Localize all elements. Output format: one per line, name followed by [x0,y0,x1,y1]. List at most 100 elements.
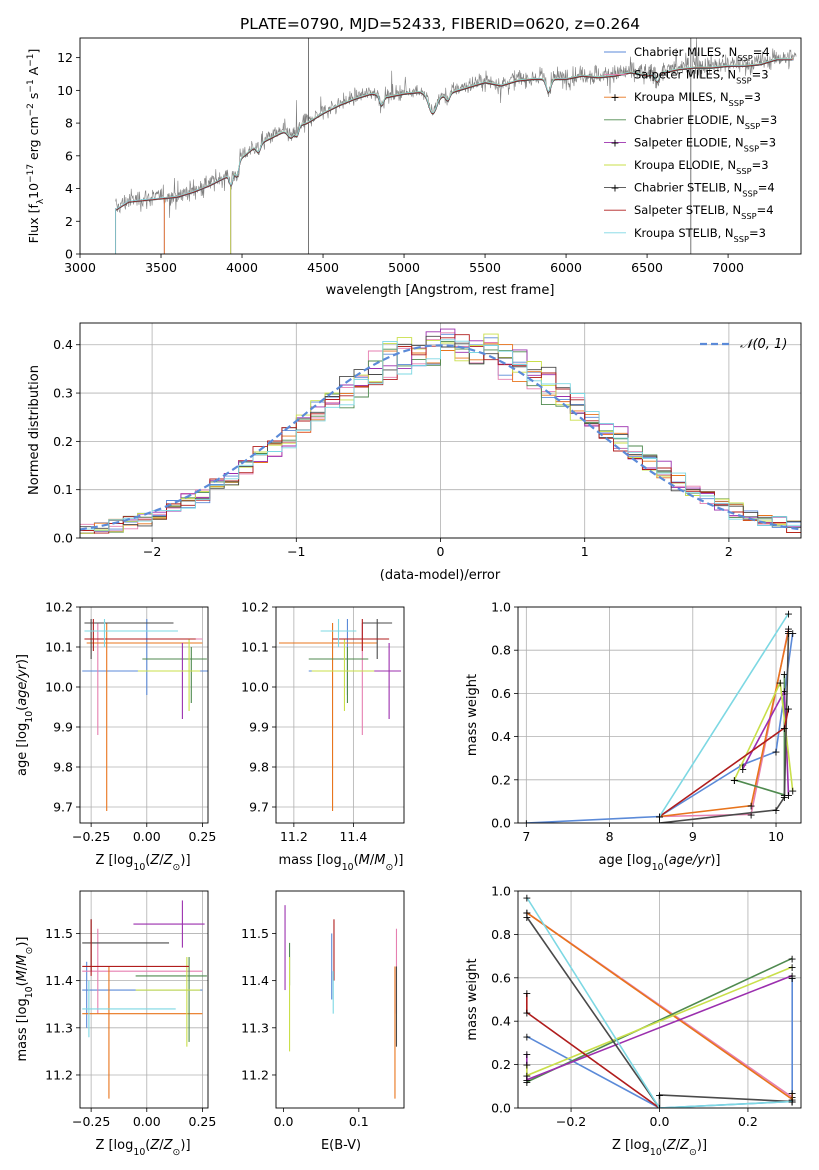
y-tick-label: 0.0 [491,816,511,831]
legend-label-part: Chabrier MILES, N [634,45,737,59]
weight-line [741,688,790,795]
axes-frame [79,37,802,255]
weight-marker: + [788,972,797,985]
weight-marker: + [522,1069,531,1082]
x-tick-label: 8 [606,829,614,844]
y-axis-label: Flux [fλ10−17 erg cm−2 s−1 A−1] [26,49,46,244]
weight-line [525,974,793,1081]
y-tick-label: 0.2 [491,772,511,787]
x-axis-label: age [log10(age/yr)] [598,853,720,873]
x-axis-label-part: Z [log [612,1138,650,1153]
y-axis-label: Normed distribution [27,365,42,495]
weight-marker: + [788,1093,797,1106]
weight-marker: + [784,703,793,716]
y-tick-label: 11.5 [45,926,73,941]
x-tick-label: 3000 [64,260,96,275]
weight-marker: + [655,1102,664,1115]
weight-marker: + [655,1102,664,1115]
legend-marker: + [610,91,619,104]
legend-marker: + [610,136,619,149]
y-axis-label-part: ( [15,706,30,711]
x-tick-label: 1 [581,544,589,559]
legend-label: Chabrier STELIB, NSSP=4 [634,181,775,199]
x-axis-label-part: ⊙ [173,862,181,873]
weight-marker: + [746,808,755,821]
legend-label: 𝒩(0, 1) [740,337,787,352]
x-tick-label: 4000 [226,260,258,275]
legend-label: Kroupa STELIB, NSSP=3 [634,226,766,244]
y-tick-label: 10.1 [45,640,73,655]
y-tick-label: 0.4 [53,337,73,352]
x-axis-label-part: ( [354,853,359,868]
weight-marker: + [771,746,780,759]
plot-area [82,900,207,1099]
y-tick-label: 9.8 [249,760,269,775]
x-tick-label: 0.0 [650,1114,670,1129]
x-axis-label: (data-model)/error [380,568,501,583]
x-axis-label: Z [log10(Z/Z⊙)] [95,1138,190,1158]
plot-area [82,619,208,811]
x-axis-label-part: Z [149,853,160,868]
weight-marker: + [522,1030,531,1043]
weight-marker: + [730,774,739,787]
x-tick-label: 9 [689,829,697,844]
legend-label-part: SSP [736,76,751,86]
y-tick-label: 2 [65,214,73,229]
x-axis-label: Z [log10(Z/Z⊙)] [612,1138,707,1158]
legend-label: Salpeter STELIB, NSSP=4 [634,203,774,221]
y-tick-label: 0.3 [53,386,73,401]
x-axis-label-part: ⊙ [173,1147,181,1158]
x-axis-label-part: Z [679,1138,690,1153]
plot-area: +++++++++++++++++++++++++++ [522,892,797,1115]
x-axis-label-part: ( [664,853,669,868]
y-tick-label: 0.2 [53,434,73,449]
y-axis-label-part: ( [15,981,30,986]
legend-label-part: =4 [757,203,774,217]
legend-label-part: =3 [759,135,776,149]
x-axis-label-part: Z [log [95,1138,133,1153]
x-tick-label: 0.1 [349,1114,369,1129]
legend-label-part: Salpeter STELIB, N [634,203,741,217]
y-tick-label: 0.4 [491,1014,511,1029]
x-axis-label-part: ( [145,1138,150,1153]
x-axis-label-part: Z [163,853,174,868]
panel-weight_vs_Z: +++++++++++++++++++++++++++−0.2 0.0 0.2 0.0… [465,884,802,1158]
weight-marker: + [522,1048,531,1061]
x-tick-label: 5500 [469,260,501,275]
x-tick-label: −0.25 [72,829,110,844]
legend-label-part: SSP [729,98,744,108]
y-axis-label: mass weight [465,674,480,756]
y-axis-label-part: −1 [26,79,36,92]
y-tick-label: 0.6 [491,970,511,985]
legend-marker: + [610,182,619,195]
x-axis-label-part: E(B-V) [321,1138,361,1153]
weight-marker: + [784,789,793,802]
axes-frame [79,606,209,824]
x-axis-label-part: / [159,1138,164,1153]
y-tick-label: 0.0 [53,531,73,546]
plot-area [278,619,402,811]
weight-line [733,679,794,791]
y-tick-label: 10.1 [241,640,269,655]
legend-label-part: =3 [744,90,761,104]
legend-label: Chabrier ELODIE, NSSP=3 [634,113,777,131]
x-axis-label-part: / [159,853,164,868]
weight-marker: + [746,800,755,813]
y-axis-label-part: erg cm [26,116,41,164]
weight-marker: + [788,627,797,640]
x-axis-label-part: ⊙ [689,1147,697,1158]
legend-label-part: =3 [760,113,777,127]
x-tick-label: 0.2 [738,1114,758,1129]
weight-marker: + [522,892,531,905]
plot-area [284,905,398,1099]
y-axis-label-part: −2 [26,103,36,116]
x-tick-label: 10 [768,829,784,844]
x-tick-label: 2 [725,544,733,559]
x-axis-label: Z [log10(Z/Z⊙)] [95,853,190,873]
panel-weight_vs_age: ++++++++++++++++++++++++++++++7 8 9 10 0.0 0.… [465,600,802,873]
legend-label-part: =4 [753,45,770,59]
legend-label-part: =3 [749,226,766,240]
model-spectrum-line [115,59,793,254]
histogram-line [80,339,801,538]
plot-area [80,328,801,538]
